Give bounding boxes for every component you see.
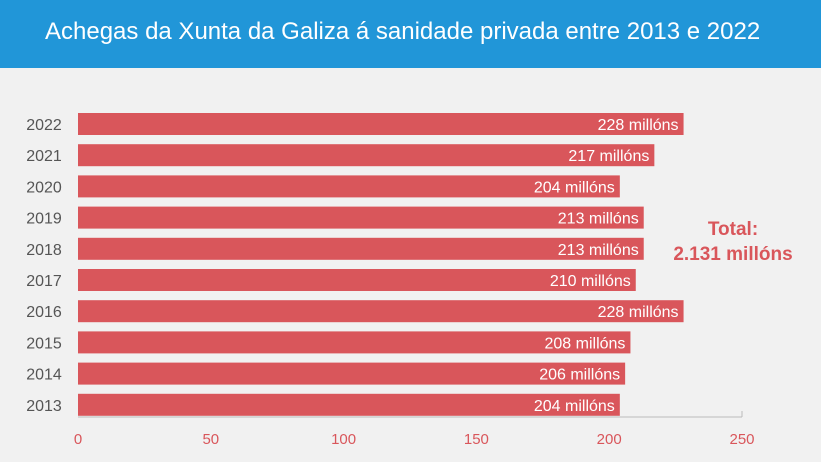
x-tick-label: 100 [331,431,356,448]
bar [78,237,644,260]
total-label: Total: [707,219,759,240]
bar [78,331,631,354]
category-label: 2018 [26,242,62,259]
data-label: 213 millóns [558,211,639,228]
data-label: 208 millóns [545,335,626,352]
data-label: 213 millóns [558,242,639,259]
data-label: 210 millóns [550,273,631,290]
bar [78,144,655,167]
data-label: 204 millóns [534,179,615,196]
bar [78,393,620,416]
x-tick-label: 250 [729,431,754,448]
category-label: 2019 [26,211,62,228]
title-banner: Achegas da Xunta da Galiza á sanidade pr… [0,0,821,68]
data-label: 228 millóns [598,117,679,134]
category-label: 2020 [26,179,62,196]
total-annotation: Total: 2.131 millóns [658,217,808,267]
category-label: 2013 [26,398,62,415]
data-label: 228 millóns [598,304,679,321]
bar [78,300,684,323]
bar [78,113,684,135]
category-label: 2021 [26,148,62,165]
data-label: 204 millóns [534,398,615,415]
bar [78,269,636,291]
x-tick-label: 0 [74,431,82,448]
x-tick-label: 200 [597,431,622,448]
category-label: 2017 [26,273,62,290]
bar [78,175,620,198]
data-label: 206 millóns [539,367,620,384]
category-label: 2016 [26,304,62,321]
x-tick-label: 150 [464,431,489,448]
total-value: 2.131 millóns [673,244,793,265]
chart-title: Achegas da Xunta da Galiza á sanidade pr… [45,18,761,45]
bar [78,362,626,385]
bar [78,206,644,229]
category-label: 2014 [26,367,62,384]
x-tick-label: 50 [202,431,219,448]
category-label: 2015 [26,335,62,352]
category-label: 2022 [26,117,62,134]
data-label: 217 millóns [568,148,649,165]
